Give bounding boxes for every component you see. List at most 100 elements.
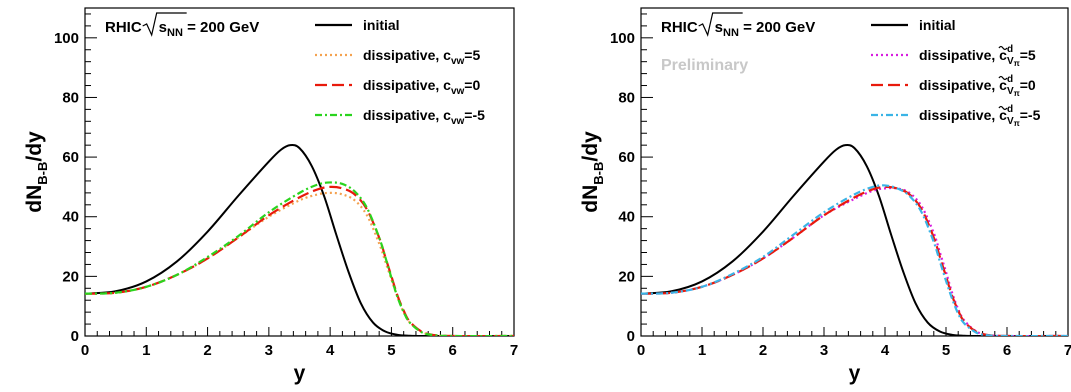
legend-entry-2: dissipative, cd Vπ=5 bbox=[919, 44, 1036, 68]
plot-frame bbox=[84, 7, 515, 337]
x-tick-label: 4 bbox=[326, 342, 335, 359]
legend-tail: =-5 bbox=[464, 107, 485, 123]
y-axis-label: dNB-B/dy bbox=[23, 131, 50, 213]
series-line-2 bbox=[85, 191, 514, 336]
series-line-2 bbox=[641, 186, 1068, 336]
y-axis-label-tail: /dy bbox=[579, 131, 602, 162]
system-label-sqrt-sub: NN bbox=[167, 27, 183, 39]
legend-subsub: π bbox=[1014, 59, 1020, 68]
y-axis-label-tail: /dy bbox=[23, 131, 46, 162]
legend-sup: d bbox=[1007, 104, 1013, 115]
legend-subsub: π bbox=[1014, 89, 1020, 98]
y-tick-label: 100 bbox=[54, 30, 79, 47]
series-line-1 bbox=[85, 144, 514, 336]
y-axis-label-sub: B-B bbox=[591, 162, 606, 185]
y-tick-label: 60 bbox=[62, 149, 79, 166]
series-line-4 bbox=[641, 184, 1068, 336]
legend-sub: vw bbox=[451, 86, 465, 97]
legend-main: dissipative, c bbox=[363, 107, 451, 123]
x-tick-label: 1 bbox=[142, 342, 150, 359]
legend-entry-3: dissipative, cd Vπ=0 bbox=[919, 74, 1036, 98]
series-line-4 bbox=[85, 181, 514, 336]
legend-entry-1: initial bbox=[919, 17, 956, 33]
legend-tail: =0 bbox=[464, 77, 480, 93]
x-tick-label: 1 bbox=[698, 342, 706, 359]
x-tick-label: 4 bbox=[881, 342, 890, 359]
legend-tail: =5 bbox=[1020, 47, 1036, 63]
x-tick-label: 6 bbox=[449, 342, 457, 359]
y-axis-label: dNB-B/dy bbox=[579, 131, 606, 213]
legend-main: initial bbox=[919, 17, 956, 33]
y-tick-label: 0 bbox=[71, 328, 79, 345]
y-tick-label: 20 bbox=[618, 268, 635, 285]
system-label-main: RHIC bbox=[661, 19, 698, 36]
preliminary-label: Preliminary bbox=[661, 57, 748, 74]
series-line-1 bbox=[641, 144, 1068, 336]
y-tick-label: 60 bbox=[618, 149, 635, 166]
tilde-mark bbox=[998, 105, 1008, 111]
legend-tail: =5 bbox=[464, 47, 480, 63]
x-tick-label: 2 bbox=[759, 342, 767, 359]
legend-subsub: π bbox=[1014, 119, 1020, 128]
y-tick-label: 40 bbox=[618, 209, 635, 226]
y-tick-label: 40 bbox=[62, 209, 79, 226]
legend-sub: vw bbox=[451, 56, 465, 67]
system-label-tail: = 200 GeV bbox=[739, 19, 815, 36]
legend-main: dissipative, c bbox=[919, 77, 1007, 93]
x-tick-label: 0 bbox=[637, 342, 645, 359]
legend-main: initial bbox=[363, 17, 400, 33]
legend-entry-2: dissipative, cvw=5 bbox=[363, 47, 480, 67]
y-tick-label: 80 bbox=[62, 89, 79, 106]
x-tick-label: 2 bbox=[203, 342, 211, 359]
y-tick-label: 100 bbox=[610, 30, 635, 47]
series-line-3 bbox=[85, 185, 514, 336]
legend-main: dissipative, c bbox=[363, 47, 451, 63]
x-tick-label: 6 bbox=[1003, 342, 1011, 359]
series-line-3 bbox=[641, 185, 1068, 336]
y-axis-label-sub: B-B bbox=[35, 162, 50, 185]
x-tick-label: 7 bbox=[1064, 342, 1071, 359]
x-tick-label: 3 bbox=[820, 342, 828, 359]
sqrt-radical bbox=[698, 12, 743, 37]
legend-entry-4: dissipative, cd Vπ=-5 bbox=[919, 104, 1041, 128]
x-axis-label: y bbox=[294, 362, 306, 385]
legend-sub: V bbox=[1007, 86, 1014, 97]
y-axis-label-main: dN bbox=[579, 185, 602, 213]
tilde-mark bbox=[998, 45, 1008, 51]
legend-tail: =-5 bbox=[1020, 107, 1041, 123]
legend-sub: V bbox=[1007, 116, 1014, 127]
legend-sub: V bbox=[1007, 56, 1014, 67]
system-label-sqrt: sNN = 200 GeV bbox=[715, 19, 816, 39]
legend-tail: =0 bbox=[1020, 77, 1036, 93]
legend-main: dissipative, c bbox=[919, 47, 1007, 63]
system-label-main: RHIC bbox=[105, 19, 142, 36]
y-axis-label-main: dN bbox=[23, 185, 46, 213]
system-label-tail: = 200 GeV bbox=[183, 19, 259, 36]
legend-entry-1: initial bbox=[363, 17, 400, 33]
chart-panel-2: 0 1 2 3 4 5 6 7 0 20 40 60 80 100 y dNB-B/dy RHIC sNN = 2… bbox=[579, 7, 1071, 385]
x-tick-label: 3 bbox=[265, 342, 273, 359]
system-label-sqrt-sub: NN bbox=[723, 27, 739, 39]
legend-sub: vw bbox=[451, 116, 465, 127]
system-label-sqrt: sNN = 200 GeV bbox=[159, 19, 260, 39]
legend-main: dissipative, c bbox=[919, 107, 1007, 123]
y-tick-label: 0 bbox=[627, 328, 635, 345]
chart-panel-1: 0 1 2 3 4 5 6 7 0 20 40 60 80 100 y dNB-B/dy RHIC sNN = 2… bbox=[23, 7, 518, 385]
system-label-sqrt-var: s bbox=[715, 19, 723, 36]
legend-main: dissipative, c bbox=[363, 77, 451, 93]
x-tick-label: 5 bbox=[387, 342, 395, 359]
legend-entry-3: dissipative, cvw=0 bbox=[363, 77, 480, 97]
x-tick-label: 7 bbox=[510, 342, 518, 359]
legend-sup: d bbox=[1007, 44, 1013, 55]
x-tick-label: 0 bbox=[81, 342, 89, 359]
legend-entry-4: dissipative, cvw=-5 bbox=[363, 107, 485, 127]
system-label-sqrt-var: s bbox=[159, 19, 167, 36]
legend-sup: d bbox=[1007, 74, 1013, 85]
y-tick-label: 20 bbox=[62, 268, 79, 285]
x-axis-label: y bbox=[849, 362, 861, 385]
sqrt-radical bbox=[142, 12, 187, 37]
x-tick-label: 5 bbox=[942, 342, 950, 359]
y-tick-label: 80 bbox=[618, 89, 635, 106]
plot-frame bbox=[640, 7, 1069, 337]
